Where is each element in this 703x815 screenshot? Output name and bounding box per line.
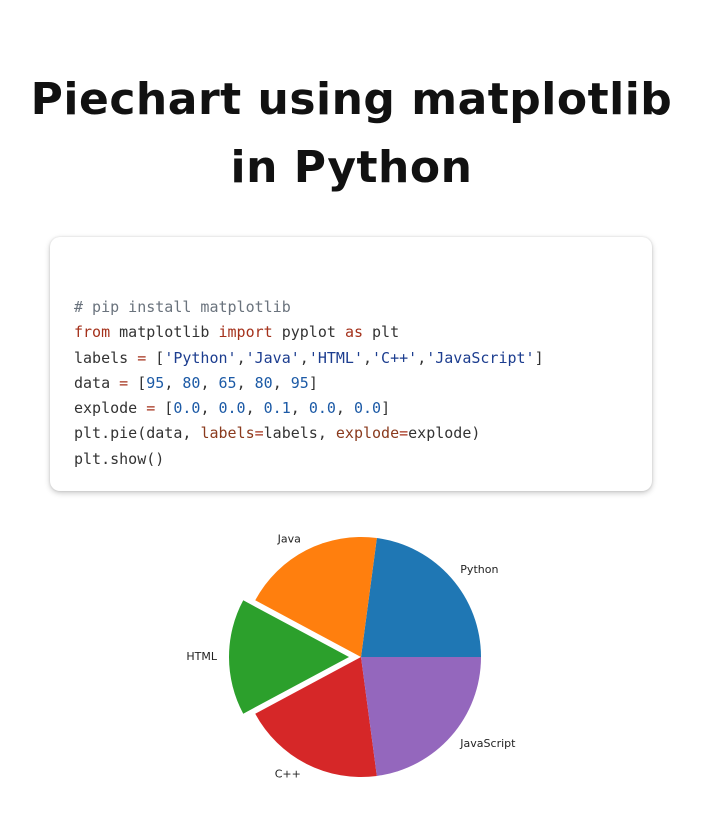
code-token: , [200,399,219,418]
code-token: explode [74,399,147,418]
code-token: , [272,373,291,392]
code-token: data [74,373,120,392]
code-token: 'Java' [245,348,300,367]
code-token: labels [74,348,138,367]
code-token: , [335,399,354,418]
pie-slice-html [229,600,349,714]
code-token: , [200,373,219,392]
page-title-line-1: Piechart using matplotlib [30,74,673,125]
code-line: # pip install matplotlib [74,295,544,320]
code-listing: # pip install matplotlib from matplotlib … [74,295,544,472]
code-token: 95 [146,373,165,392]
code-token: = [137,348,147,367]
code-token: pyplot [272,323,345,342]
code-token: 0.0 [218,399,246,418]
code-line: plt.pie(data, labels=labels, explode=exp… [74,421,544,446]
code-token: 0.0 [353,399,382,418]
code-token: , [363,348,373,367]
pie-slice-java [255,537,377,657]
code-token: matplotlib [110,323,219,342]
pie-chart: Python Java HTML C++ JavaScript [170,528,540,808]
code-token: [ [146,348,165,367]
code-token: 'HTML' [308,348,363,367]
code-token: , [290,399,309,418]
code-token: [ [155,399,174,418]
code-token: 'C++' [372,348,418,367]
code-token: , [236,348,246,367]
code-token: , [164,373,183,392]
code-token: = [399,424,409,443]
code-token: explode [335,424,400,443]
pie-slice-javascript [361,657,481,776]
code-line: from matplotlib import pyplot as plt [74,320,544,345]
code-token: , [236,373,255,392]
code-token: 80 [254,373,273,392]
code-token: 0.0 [308,399,336,418]
code-token: from [74,323,111,342]
pie-slice-c- [255,657,377,777]
code-token: plt.pie(data, [74,424,201,443]
code-token: ] [534,348,544,367]
code-line: plt.show() [74,447,544,472]
code-token: 65 [218,373,237,392]
pie-label-html: HTML [186,650,217,663]
code-token: as [344,323,363,342]
code-token: ] [381,399,391,418]
code-token: = [119,373,129,392]
code-line: data = [95, 80, 65, 80, 95] [74,371,544,396]
pie-label-javascript: JavaScript [459,737,516,750]
pie-label-c-: C++ [275,767,301,780]
code-token: # pip install matplotlib [74,298,291,316]
code-token: 80 [182,373,201,392]
code-block: # pip install matplotlib from matplotlib … [50,237,652,491]
code-token: 95 [290,373,309,392]
code-token: 'JavaScript' [426,348,535,367]
code-token: labels, [263,424,336,443]
code-line: labels = ['Python','Java','HTML','C++','… [74,346,544,371]
code-token: labels [200,424,255,443]
code-token: , [245,399,264,418]
code-token: explode) [408,424,481,443]
pie-slice-python [361,538,481,657]
page-title: Piechart using matplotlib in Python [0,66,703,202]
code-token: import [218,323,273,342]
pie-label-python: Python [460,563,498,576]
code-token: 0.1 [263,399,291,418]
page-title-line-2: in Python [230,142,473,193]
code-token: , [299,348,309,367]
code-token: , [417,348,427,367]
code-token: = [146,399,156,418]
pie-chart-svg: Python Java HTML C++ JavaScript [186,533,516,781]
code-token: plt [363,323,400,342]
code-token: [ [128,373,147,392]
code-token: 'Python' [164,348,237,367]
code-token: = [254,424,264,443]
code-token: ] [308,373,318,392]
code-token: 0.0 [173,399,201,418]
pie-label-java: Java [277,533,301,546]
code-token: plt.show() [74,449,165,468]
code-line: explode = [0.0, 0.0, 0.1, 0.0, 0.0] [74,396,544,421]
